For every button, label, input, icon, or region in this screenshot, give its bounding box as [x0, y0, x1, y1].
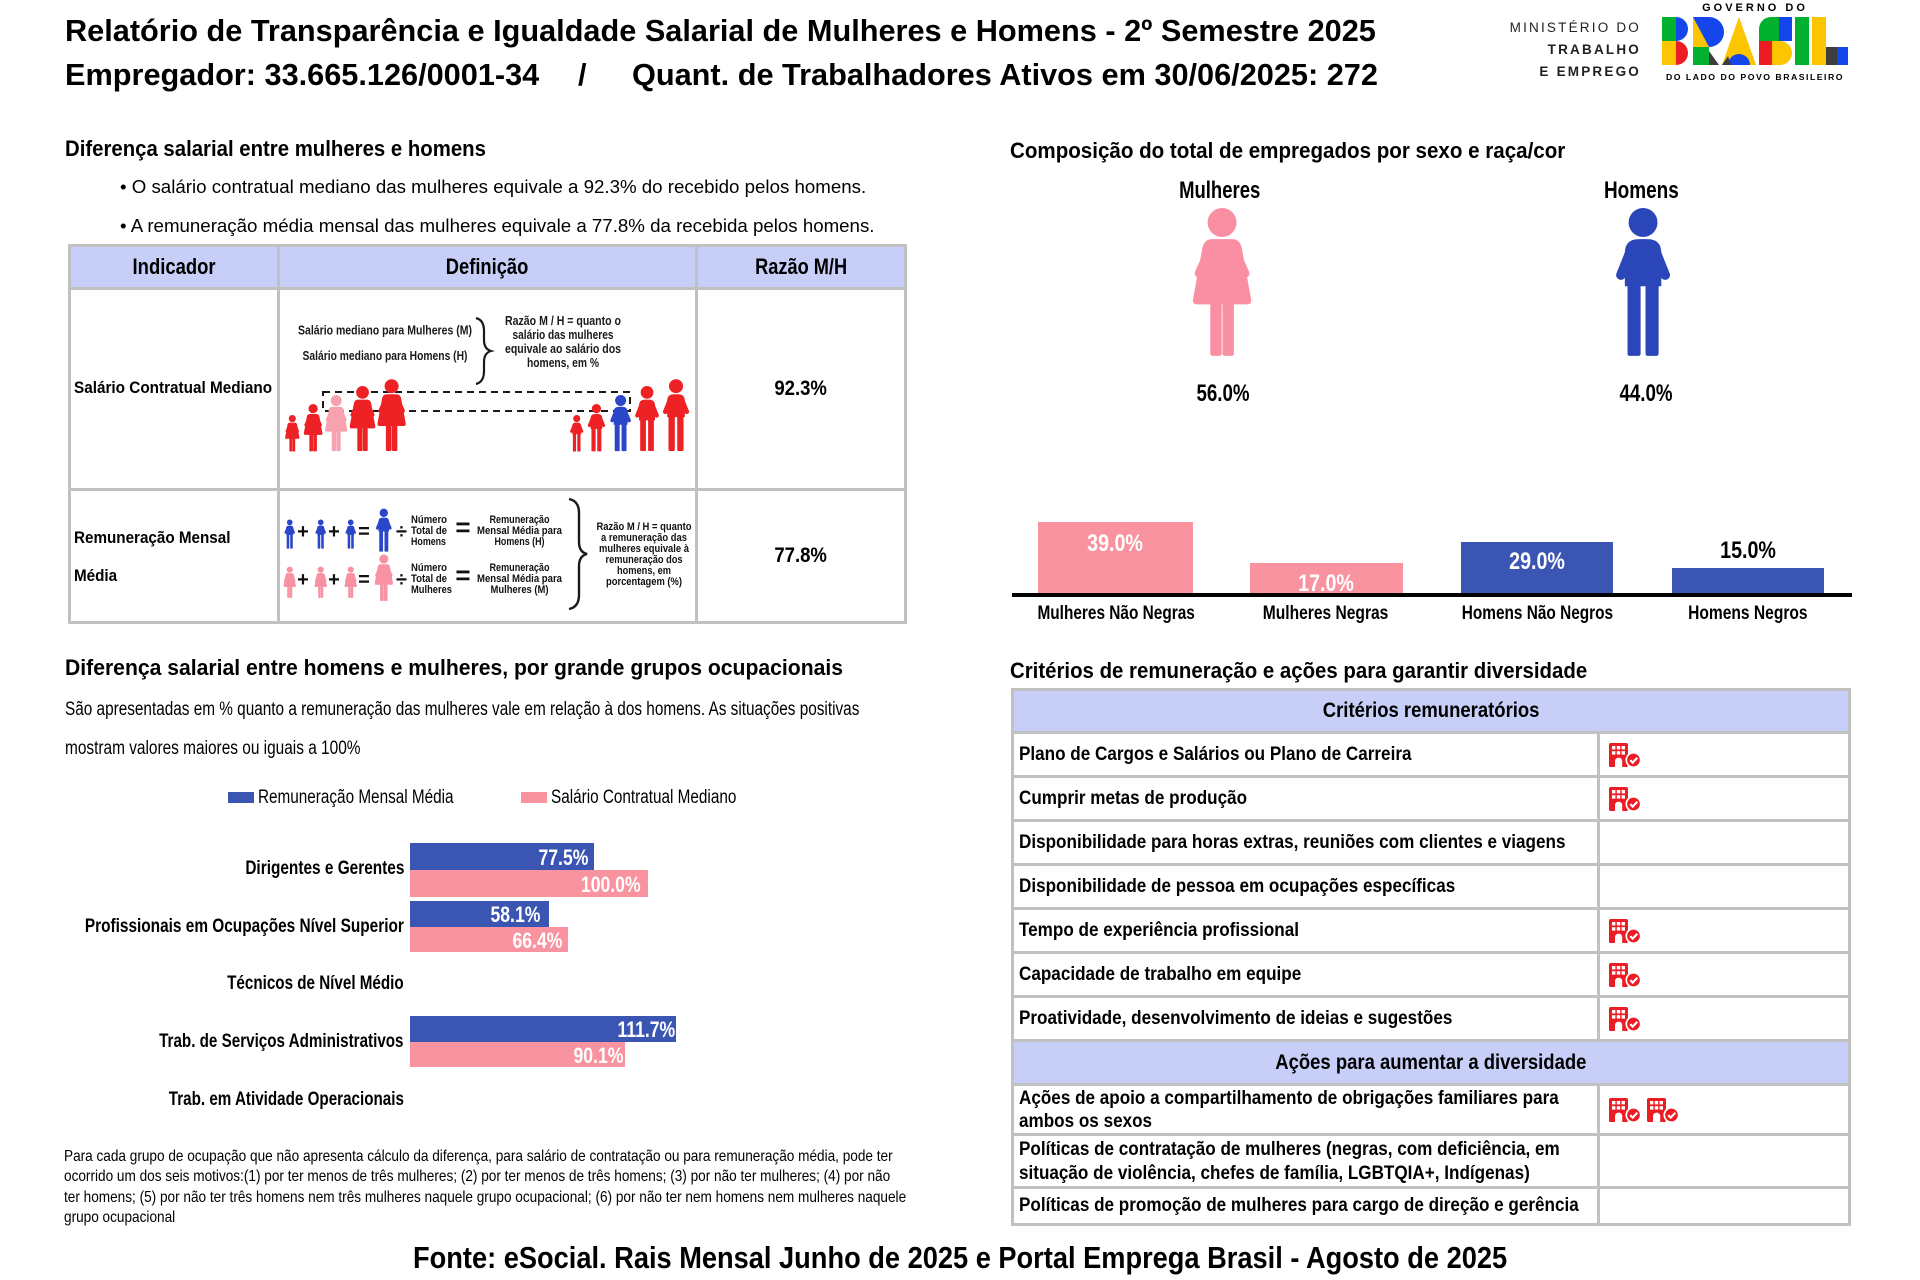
svg-text:+: +	[297, 569, 309, 591]
svg-text:Mulheres: Mulheres	[411, 584, 452, 596]
svg-text:homens, em: homens, em	[617, 565, 671, 577]
svg-text:=: =	[455, 512, 470, 542]
svg-text:Salário mediano para Homens (H: Salário mediano para Homens (H)	[303, 348, 468, 363]
svg-text:=: =	[358, 569, 370, 591]
svg-text:Razão M / H = quanto o: Razão M / H = quanto o	[505, 313, 621, 328]
svg-text:mulheres equivale à: mulheres equivale à	[599, 543, 690, 555]
svg-text:a remuneração das: a remuneração das	[601, 532, 687, 544]
svg-text:Remuneração: Remuneração	[490, 514, 550, 526]
svg-text:Número: Número	[411, 562, 447, 574]
svg-text:salário das mulheres: salário das mulheres	[513, 327, 614, 342]
svg-text:Número: Número	[411, 514, 447, 526]
svg-text:Mensal Média para: Mensal Média para	[477, 525, 563, 537]
svg-text:Mulheres (M): Mulheres (M)	[491, 584, 549, 596]
svg-text:Total de: Total de	[411, 525, 447, 537]
svg-text:=: =	[455, 560, 470, 590]
svg-text:÷: ÷	[396, 521, 407, 543]
svg-text:÷: ÷	[396, 569, 407, 591]
svg-text:+: +	[328, 569, 340, 591]
svg-text:Razão M / H = quanto: Razão M / H = quanto	[597, 521, 692, 533]
svg-text:Remuneração: Remuneração	[490, 562, 550, 574]
svg-text:Homens (H): Homens (H)	[495, 536, 545, 548]
svg-text:Total de: Total de	[411, 573, 447, 585]
svg-text:equivale ao salário dos: equivale ao salário dos	[505, 341, 621, 356]
svg-text:Homens: Homens	[411, 536, 446, 548]
svg-text:Salário mediano para Mulheres: Salário mediano para Mulheres (M)	[298, 323, 472, 338]
svg-text:Mensal Média para: Mensal Média para	[477, 573, 563, 585]
svg-text:porcentagem (%): porcentagem (%)	[606, 576, 682, 588]
svg-text:+: +	[328, 521, 340, 543]
svg-text:=: =	[358, 521, 370, 543]
svg-text:+: +	[297, 521, 309, 543]
svg-text:remuneração dos: remuneração dos	[606, 554, 683, 566]
svg-text:homens, em %: homens, em %	[527, 355, 599, 370]
